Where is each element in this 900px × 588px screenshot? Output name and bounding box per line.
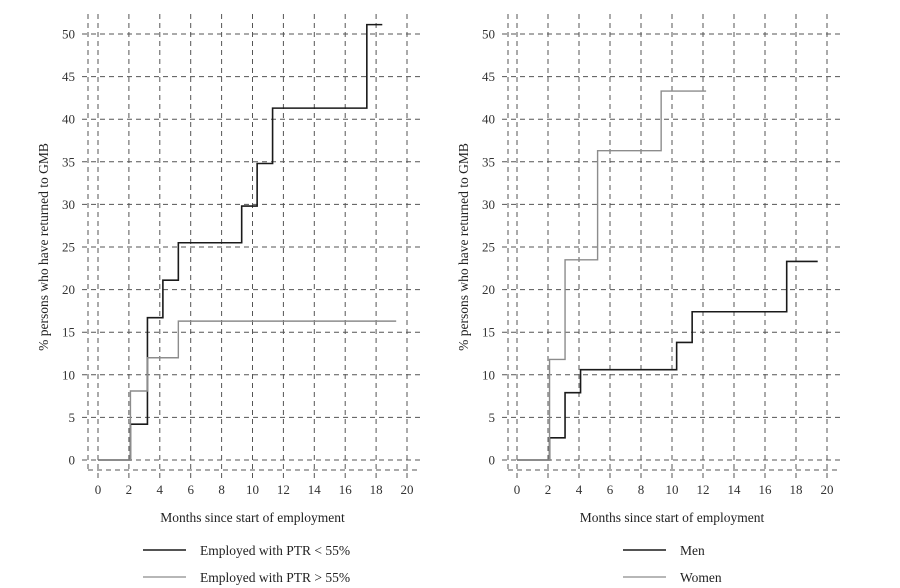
series-line-men bbox=[517, 260, 818, 461]
y-tick-label: 5 bbox=[489, 410, 496, 425]
y-axis-label: % persons who have returned to GMB bbox=[456, 143, 471, 351]
x-tick-label: 6 bbox=[607, 482, 614, 497]
x-tick-label: 10 bbox=[246, 482, 259, 497]
x-tick-label: 8 bbox=[218, 482, 225, 497]
y-tick-label: 0 bbox=[489, 453, 496, 468]
y-tick-label: 35 bbox=[482, 154, 495, 169]
x-tick-label: 8 bbox=[638, 482, 645, 497]
y-tick-label: 45 bbox=[62, 69, 75, 84]
chart-left: 0 2 4 6 8 10 12 14 16 18 20 0 5 10 15 20 25 30 35 40 45 50 Mon… bbox=[36, 14, 420, 585]
y-tick-label: 5 bbox=[69, 410, 76, 425]
y-tick-label: 10 bbox=[62, 367, 75, 382]
x-tick-label: 20 bbox=[401, 482, 414, 497]
x-tick-label: 20 bbox=[821, 482, 834, 497]
x-tick-label: 4 bbox=[157, 482, 164, 497]
legend-label: Men bbox=[680, 543, 705, 558]
x-tick-label: 14 bbox=[728, 482, 742, 497]
x-tick-label: 2 bbox=[126, 482, 133, 497]
legend-label: Women bbox=[680, 570, 722, 585]
y-tick-label: 50 bbox=[62, 27, 75, 42]
x-tick-label: 16 bbox=[759, 482, 773, 497]
y-tick-label: 35 bbox=[62, 154, 75, 169]
y-tick-label: 25 bbox=[62, 240, 75, 255]
legend-label: Employed with PTR < 55% bbox=[200, 543, 350, 558]
y-axis-label: % persons who have returned to GMB bbox=[36, 143, 51, 351]
x-axis-label: Months since start of employment bbox=[580, 510, 765, 525]
series-line-women bbox=[517, 90, 707, 461]
x-axis-label: Months since start of employment bbox=[160, 510, 345, 525]
y-tick-label: 25 bbox=[482, 240, 495, 255]
y-tick-label: 10 bbox=[482, 367, 495, 382]
y-tick-label: 15 bbox=[482, 325, 495, 340]
x-tick-label: 12 bbox=[277, 482, 290, 497]
y-tick-label: 0 bbox=[69, 453, 76, 468]
y-tick-label: 40 bbox=[62, 112, 75, 127]
y-tick-label: 20 bbox=[482, 282, 495, 297]
series-line-employed-with-ptr-55- bbox=[98, 320, 397, 461]
x-tick-label: 10 bbox=[666, 482, 679, 497]
series-line-employed-with-ptr-55- bbox=[98, 23, 383, 461]
y-tick-label: 20 bbox=[62, 282, 75, 297]
x-tick-label: 6 bbox=[187, 482, 194, 497]
x-tick-label: 18 bbox=[370, 482, 383, 497]
x-tick-label: 14 bbox=[308, 482, 322, 497]
x-tick-label: 18 bbox=[790, 482, 803, 497]
y-tick-label: 40 bbox=[482, 112, 495, 127]
x-tick-label: 0 bbox=[514, 482, 521, 497]
x-tick-label: 4 bbox=[576, 482, 583, 497]
y-tick-label: 15 bbox=[62, 325, 75, 340]
y-tick-label: 30 bbox=[482, 197, 495, 212]
x-tick-label: 2 bbox=[545, 482, 552, 497]
legend-label: Employed with PTR > 55% bbox=[200, 570, 350, 585]
x-tick-label: 12 bbox=[697, 482, 710, 497]
chart-right: 0 2 4 6 8 10 12 14 16 18 20 0 5 10 15 20 25 30 35 40 45 50 Mon… bbox=[456, 14, 840, 585]
x-tick-label: 16 bbox=[339, 482, 353, 497]
y-tick-label: 30 bbox=[62, 197, 75, 212]
y-tick-label: 45 bbox=[482, 69, 495, 84]
y-tick-label: 50 bbox=[482, 27, 495, 42]
x-tick-label: 0 bbox=[95, 482, 102, 497]
